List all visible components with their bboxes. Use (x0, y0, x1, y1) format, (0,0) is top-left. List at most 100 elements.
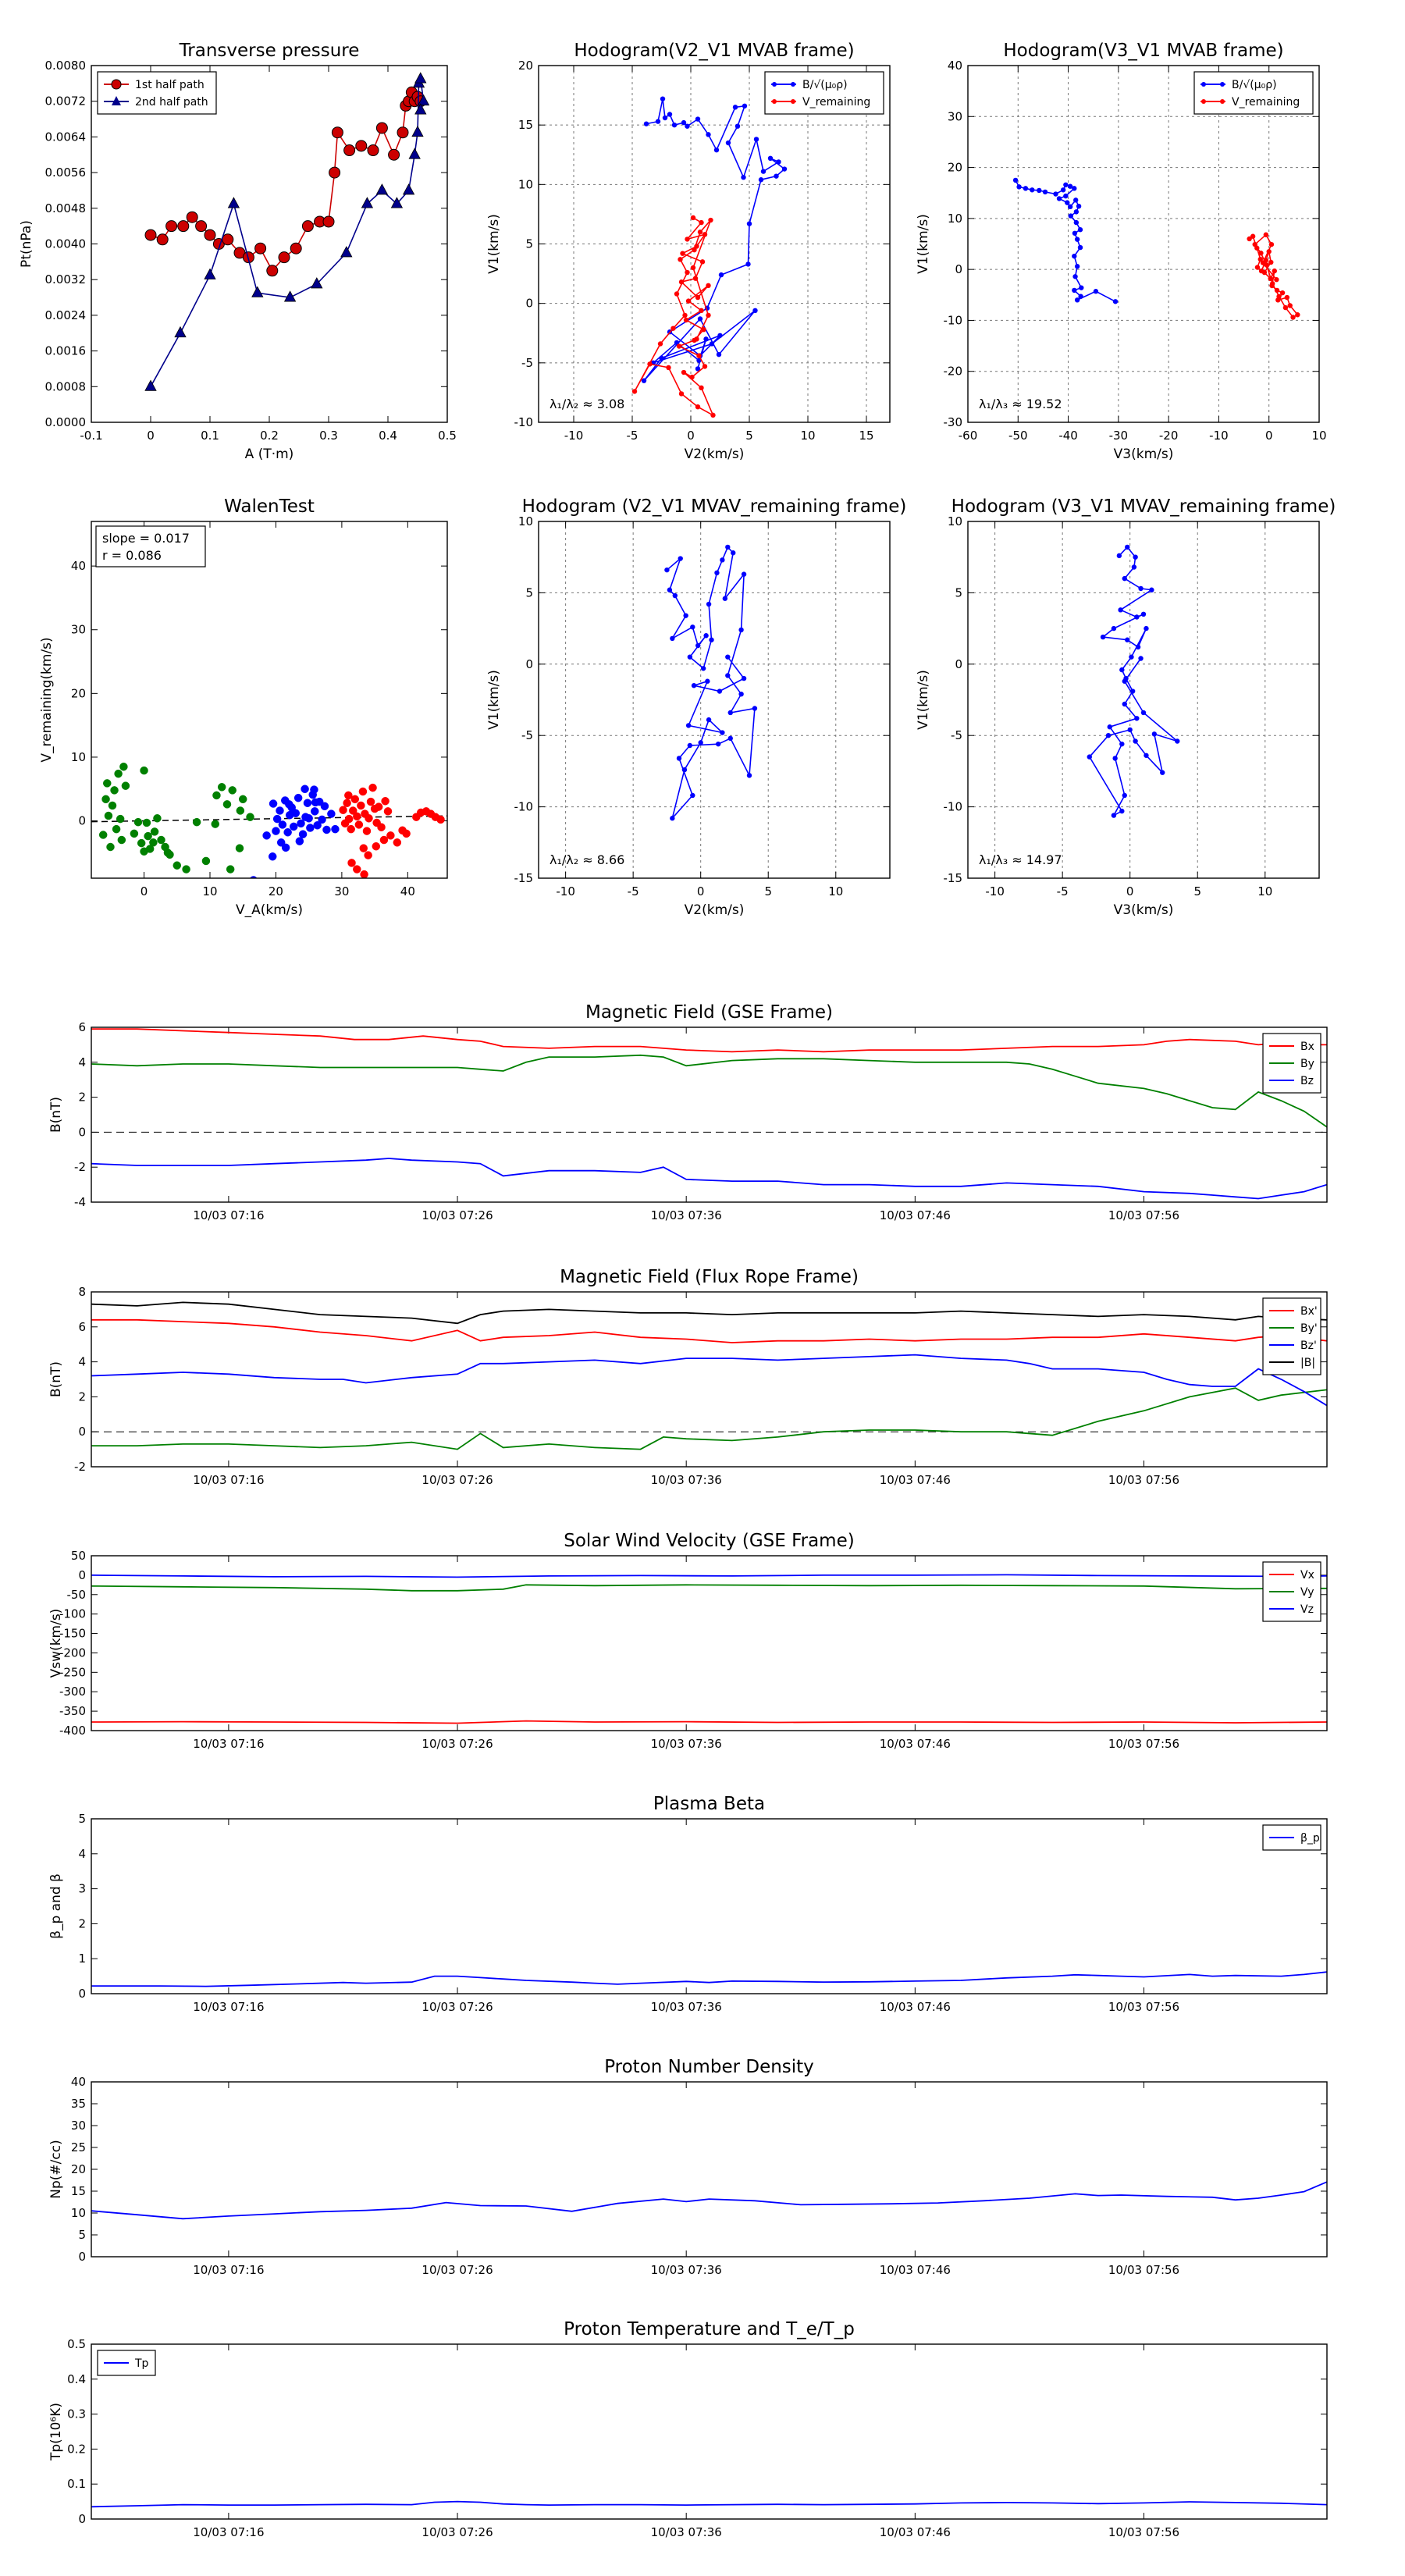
data-point (1131, 564, 1137, 570)
plot-area (91, 2500, 1327, 2508)
plot-area (91, 1301, 1327, 1450)
data-point (1140, 611, 1147, 617)
y-tick-label: 2 (78, 1091, 86, 1105)
data-point (1118, 607, 1123, 613)
annotation-text: r = 0.086 (102, 548, 162, 563)
chart-title: Proton Number Density (604, 2057, 814, 2077)
data-point (386, 831, 395, 840)
y-tick-label: 25 (71, 2140, 86, 2154)
data-point (695, 366, 701, 372)
data-point (235, 844, 244, 852)
data-point (1160, 770, 1165, 775)
data-point (703, 336, 709, 342)
series-line (91, 1354, 1327, 1407)
y-tick-label: 10 (518, 514, 533, 528)
data-point (1116, 553, 1122, 559)
data-point (746, 773, 752, 778)
y-tick-label: 0.0072 (45, 94, 87, 109)
x-tick-label: 10/03 07:26 (422, 1208, 493, 1222)
data-point (272, 827, 280, 835)
data-point (717, 333, 723, 338)
y-tick-label: 0 (955, 657, 962, 671)
data-point (103, 779, 112, 788)
y-tick-label: 0.0024 (45, 308, 87, 322)
chart-hodogram-v3-v1-mvav: Hodogram (V3_V1 MVAV_remaining frame) -10… (916, 496, 1336, 918)
y-tick-label: 0.0064 (45, 130, 87, 144)
data-point (174, 326, 187, 338)
data-point (1077, 244, 1083, 251)
chart-plasma-beta: Plasma Beta 10/03 07:16 10/03 07:26 10/03 0… (48, 1794, 1328, 2014)
data-point (1053, 191, 1058, 197)
data-point (670, 816, 675, 821)
data-point (1107, 724, 1112, 730)
chart-walen-test: WalenTest 0 10 20 30 40 0 10 20 30 40 V_A(km/s) V_re… (39, 496, 448, 918)
data-point (710, 412, 716, 418)
y-tick-label: 35 (71, 2097, 86, 2111)
data-point (1266, 249, 1272, 254)
data-point (687, 654, 693, 660)
data-point (695, 642, 701, 649)
data-point (377, 823, 386, 831)
data-point (283, 827, 292, 837)
data-point (682, 312, 688, 318)
data-point (678, 279, 685, 285)
data-point (301, 785, 309, 793)
data-point (278, 251, 290, 264)
data-point (1105, 733, 1112, 738)
data-point (251, 286, 264, 297)
data-point (1133, 554, 1138, 560)
data-point (697, 316, 703, 322)
y-tick-label: -15 (944, 871, 963, 885)
y-tick-label: -5 (521, 728, 533, 742)
chart-proton-temperature: Proton Temperature and T_e/T_p 10/03 07:1… (48, 2319, 1328, 2539)
data-point (705, 678, 710, 684)
data-point (1030, 187, 1035, 193)
x-tick-label: 0 (687, 429, 695, 443)
data-point (1274, 277, 1279, 283)
data-point (697, 229, 703, 235)
data-point (641, 378, 647, 383)
data-point (1112, 299, 1119, 304)
data-point (1074, 264, 1080, 269)
legend-label: Bz (1300, 1075, 1314, 1087)
x-tick-label: 10/03 07:36 (651, 1737, 722, 1751)
y-tick-label: 5 (955, 585, 962, 600)
series-line (91, 1301, 1327, 1325)
series-line (91, 1387, 1327, 1450)
data-point (1072, 253, 1077, 259)
data-point (1258, 251, 1264, 256)
legend-label: B/√(μ₀ρ) (1232, 79, 1277, 91)
data-point (690, 792, 695, 799)
data-point (150, 827, 159, 836)
series-2nd-half-path (144, 72, 430, 391)
data-point (715, 741, 721, 747)
plot-frame (91, 1026, 1328, 1203)
data-point (390, 197, 404, 208)
series-line (91, 1574, 1327, 1578)
y-tick-label: -2 (74, 1160, 86, 1174)
x-tick-label: -10 (1209, 429, 1229, 443)
data-point (1067, 183, 1073, 189)
data-point (699, 259, 706, 265)
data-point (388, 148, 400, 161)
legend-marker (1220, 82, 1225, 87)
chart-title: Transverse pressure (179, 41, 360, 61)
y-tick-label: 5 (78, 2228, 86, 2242)
data-point (133, 817, 143, 827)
data-point (753, 137, 759, 142)
data-point (192, 817, 201, 827)
series-1 (250, 785, 340, 878)
data-point (694, 336, 699, 342)
data-point (1261, 269, 1268, 276)
x-tick-label: 5 (745, 429, 753, 443)
data-point (354, 820, 364, 829)
data-point (746, 221, 752, 226)
y-tick-label: 15 (518, 118, 533, 132)
data-point (1112, 756, 1118, 761)
data-point (1072, 186, 1077, 191)
data-point (1138, 585, 1144, 592)
legend-label: V_remaining (1232, 96, 1300, 109)
y-tick-label: 0.3 (67, 2407, 86, 2421)
x-tick-label: 0 (1126, 884, 1134, 898)
data-point (204, 268, 216, 279)
